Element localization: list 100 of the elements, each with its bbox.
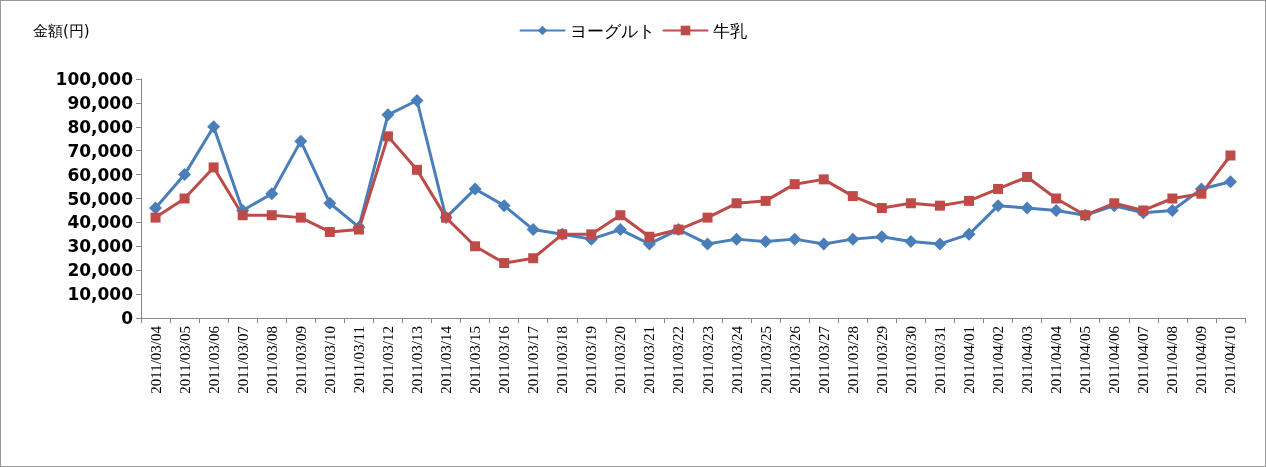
point <box>1022 171 1033 182</box>
point <box>207 120 221 134</box>
point <box>526 223 540 237</box>
point <box>875 230 889 244</box>
x-tick-label: 2011/03/30 <box>902 326 919 394</box>
y-tick-label: 30,000 <box>67 236 134 257</box>
point <box>382 131 393 142</box>
x-tick-label: 2011/03/22 <box>670 326 687 394</box>
point <box>1020 201 1034 215</box>
point <box>964 195 974 206</box>
point <box>497 199 511 213</box>
x-tick-label: 2011/03/18 <box>554 326 571 394</box>
point <box>410 94 424 108</box>
x-tick-label: 2011/03/09 <box>292 326 309 394</box>
point <box>470 241 481 252</box>
point <box>1049 203 1063 217</box>
x-tick-label: 2011/03/15 <box>467 326 484 394</box>
point <box>904 235 918 249</box>
point <box>294 134 308 148</box>
y-tick-label: 60,000 <box>67 164 134 185</box>
point <box>324 226 335 237</box>
point <box>179 193 190 204</box>
point <box>818 174 829 185</box>
y-tick-label: 10,000 <box>67 284 134 305</box>
x-tick-label: 2011/03/25 <box>757 326 774 394</box>
x-tick-label: 2011/03/12 <box>379 326 396 394</box>
point <box>499 258 510 269</box>
point <box>905 198 916 209</box>
point <box>731 198 742 209</box>
x-tick-label: 2011/04/04 <box>1048 325 1065 394</box>
y-tick-label: 100,000 <box>55 69 134 89</box>
point <box>1196 188 1207 199</box>
x-tick-label: 2011/04/06 <box>1106 325 1123 394</box>
point <box>846 232 860 246</box>
point <box>1051 193 1062 204</box>
point <box>528 253 539 264</box>
legend-label: ヨーグルト <box>569 20 655 41</box>
x-tick-label: 2011/03/14 <box>438 325 455 394</box>
x-tick-label: 2011/03/04 <box>147 325 164 394</box>
point <box>265 187 279 201</box>
point <box>702 212 713 223</box>
point <box>615 210 626 221</box>
x-tick-label: 2011/04/05 <box>1077 326 1094 394</box>
point <box>237 210 248 221</box>
point <box>323 196 337 210</box>
point <box>1138 205 1149 216</box>
point <box>149 201 163 215</box>
x-tick-label: 2011/04/01 <box>961 326 977 394</box>
x-tick-label: 2011/03/06 <box>205 325 222 394</box>
point <box>295 212 306 223</box>
y-tick-label: 90,000 <box>67 92 134 113</box>
point <box>847 191 858 202</box>
point <box>788 232 802 246</box>
point <box>412 164 422 175</box>
x-tick-label: 2011/04/08 <box>1164 326 1181 394</box>
point <box>1165 203 1179 217</box>
y-tick-label: 0 <box>121 308 134 328</box>
x-tick-label: 2011/03/27 <box>815 325 832 394</box>
point <box>730 232 744 246</box>
point <box>933 237 947 251</box>
point <box>991 199 1005 213</box>
x-tick-label: 2011/04/09 <box>1193 326 1210 394</box>
y-axis-title: 金額(円) <box>33 21 90 40</box>
point <box>876 203 887 214</box>
x-tick-label: 2011/03/10 <box>321 326 338 394</box>
point <box>353 224 364 235</box>
y-tick-label: 50,000 <box>67 188 134 209</box>
point <box>817 237 831 251</box>
x-tick-label: 2011/03/07 <box>234 325 251 394</box>
x-tick-label: 2011/04/02 <box>990 326 1007 394</box>
point <box>759 235 773 249</box>
x-tick-label: 2011/03/13 <box>409 326 425 394</box>
x-tick-label: 2011/04/10 <box>1222 326 1239 394</box>
point <box>178 168 192 182</box>
legend-label: 牛乳 <box>712 20 747 41</box>
y-tick-label: 20,000 <box>67 260 134 281</box>
x-tick-label: 2011/03/21 <box>641 326 658 394</box>
y-tick-label: 70,000 <box>67 140 134 161</box>
point <box>1223 175 1237 189</box>
point <box>208 162 219 173</box>
x-tick-label: 2011/03/24 <box>728 325 745 394</box>
point <box>993 183 1004 194</box>
point <box>468 182 482 196</box>
x-tick-label: 2011/03/17 <box>525 325 542 394</box>
point <box>1167 193 1178 204</box>
x-tick-label: 2011/03/31 <box>931 326 948 394</box>
y-tick-label: 40,000 <box>67 212 134 233</box>
x-tick-label: 2011/03/05 <box>176 326 193 394</box>
point <box>1225 150 1236 161</box>
y-tick-label: 80,000 <box>67 116 134 137</box>
x-tick-label: 2011/03/20 <box>612 326 629 394</box>
point <box>962 227 976 241</box>
x-tick-label: 2011/03/11 <box>350 326 367 394</box>
point <box>381 108 395 122</box>
point <box>1109 198 1120 209</box>
x-tick-label: 2011/04/07 <box>1135 325 1152 394</box>
x-tick-label: 2011/03/19 <box>583 326 600 394</box>
x-tick-label: 2011/03/28 <box>844 326 861 394</box>
point <box>150 212 161 223</box>
x-tick-label: 2011/04/03 <box>1019 326 1036 394</box>
